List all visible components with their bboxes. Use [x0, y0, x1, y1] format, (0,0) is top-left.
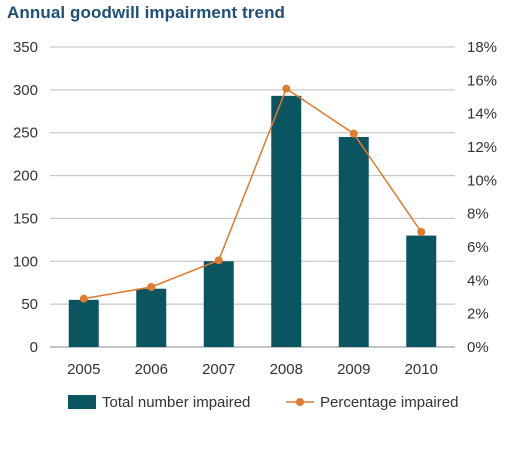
legend-label-line: Percentage impaired: [320, 394, 458, 411]
y-left-tick-label: 200: [13, 168, 38, 185]
bar: [338, 137, 369, 347]
y-right-tick-label: 14%: [467, 106, 497, 123]
x-tick-label: 2008: [270, 361, 303, 378]
bar: [271, 95, 302, 347]
y-right-tick-label: 0%: [467, 339, 489, 356]
y-left-tick-label: 300: [13, 82, 38, 99]
y-left-tick-label: 100: [13, 253, 38, 270]
y-left-tick-label: 150: [13, 210, 38, 227]
y-right-tick-label: 12%: [467, 139, 497, 156]
line-point: [214, 256, 223, 265]
bar: [406, 235, 437, 347]
x-tick-label: 2010: [405, 361, 438, 378]
line-series: [83, 87, 422, 300]
x-tick-label: 2009: [337, 361, 370, 378]
x-tick-label: 2006: [135, 361, 168, 378]
line-point: [147, 283, 156, 291]
y-right-tick-label: 2%: [467, 306, 489, 323]
bar: [68, 299, 99, 347]
x-tick-label: 2007: [202, 361, 235, 378]
chart-title: Annual goodwill impairment trend: [7, 3, 286, 22]
bar: [136, 288, 167, 347]
legend-label-bar: Total number impaired: [102, 394, 250, 411]
x-tick-label: 2005: [67, 361, 100, 378]
line-point: [79, 294, 88, 303]
legend-swatch-marker: [296, 398, 304, 406]
y-right-tick-label: 18%: [467, 39, 497, 56]
y-left-tick-label: 350: [13, 39, 38, 56]
y-right-tick-label: 16%: [467, 72, 497, 89]
y-right-tick-label: 8%: [467, 206, 489, 223]
line-point: [282, 84, 291, 93]
y-right-tick-label: 10%: [467, 172, 497, 189]
line-point: [417, 228, 426, 236]
legend-swatch-bar: [68, 395, 96, 409]
y-left-tick-label: 0: [30, 339, 38, 356]
bar: [203, 261, 234, 347]
y-left-tick-label: 250: [13, 125, 38, 142]
y-left-tick-label: 50: [21, 296, 38, 313]
y-right-tick-label: 4%: [467, 272, 489, 289]
y-right-tick-label: 6%: [467, 239, 489, 256]
line-point: [349, 129, 358, 138]
